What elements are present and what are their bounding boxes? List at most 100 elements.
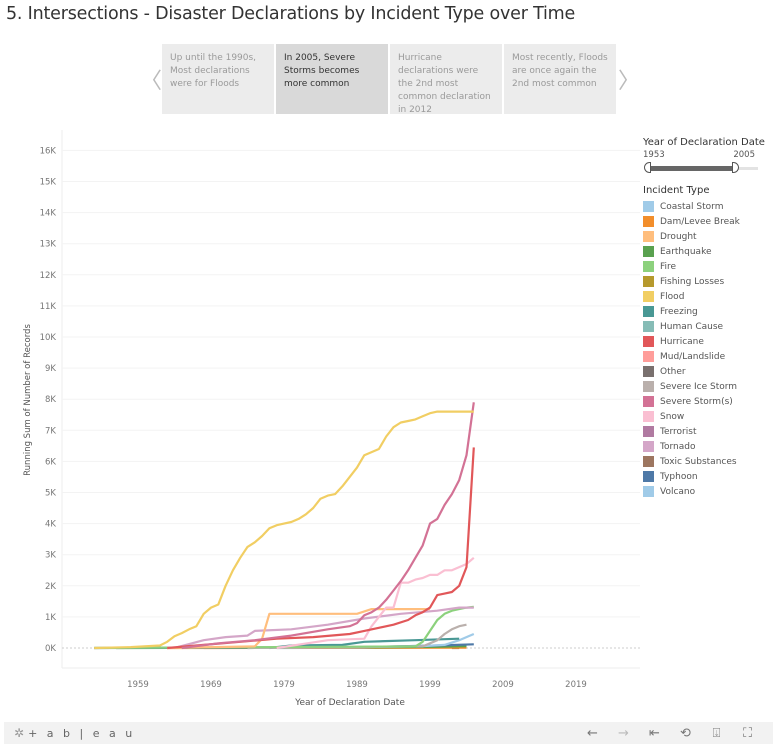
series-line-drought[interactable]: [167, 608, 430, 650]
legend-label: Severe Ice Storm: [660, 381, 738, 392]
legend-swatch: [643, 441, 654, 452]
x-tick-label: 2009: [492, 680, 514, 690]
tableau-wordmark: + a b | e a u: [28, 726, 136, 740]
y-tick-label: 7K: [45, 426, 56, 436]
legend-label: Hurricane: [660, 336, 704, 347]
chevron-right-icon: 〉: [618, 69, 641, 94]
series-line-severe-storm-s-[interactable]: [181, 402, 475, 650]
legend-item[interactable]: Toxic Substances: [643, 454, 777, 469]
story-next-button[interactable]: 〉: [618, 44, 640, 114]
gridlines: [61, 130, 640, 669]
legend-item[interactable]: Hurricane: [643, 334, 777, 349]
legend-swatch: [643, 366, 654, 377]
legend-item[interactable]: Snow: [643, 409, 777, 424]
legend-item[interactable]: Earthquake: [643, 244, 777, 259]
legend-swatch: [643, 321, 654, 332]
series-line-hurricane[interactable]: [167, 447, 475, 650]
story-point-1[interactable]: Up until the 1990s, Most declarations we…: [162, 44, 274, 114]
line-chart: 0K 1K 2K 3K 4K 5K 6K 7K 8K 9K 10K 11K 12K 13K 14K 15K 16…: [23, 130, 640, 708]
legend-item[interactable]: Fishing Losses: [643, 274, 777, 289]
viz-toolbar: ← → ⇤ ⟲ ⍗ ⛶: [577, 726, 763, 741]
legend-item[interactable]: Fire: [643, 259, 777, 274]
y-tick-label: 5K: [45, 489, 56, 499]
legend-label: Tornado: [660, 441, 696, 452]
legend-item[interactable]: Mud/Landslide: [643, 349, 777, 364]
legend-swatch: [643, 291, 654, 302]
x-axis-label: Year of Declaration Date: [294, 698, 405, 708]
legend-item[interactable]: Severe Storm(s): [643, 394, 777, 409]
series-line-severe-ice-storm[interactable]: [247, 623, 467, 650]
x-tick-label: 1959: [127, 680, 149, 690]
share-button[interactable]: ⟲: [670, 726, 701, 741]
download-icon: ⍗: [712, 725, 721, 741]
tableau-footer: ✲ + a b | e a u ← → ⇤ ⟲ ⍗ ⛶: [4, 722, 773, 744]
slider-handle-min[interactable]: [644, 162, 651, 173]
legend-item[interactable]: Tornado: [643, 439, 777, 454]
legend-label: Typhoon: [660, 471, 698, 482]
tableau-logo[interactable]: ✲ + a b | e a u: [14, 726, 135, 740]
legend-label: Coastal Storm: [660, 201, 724, 212]
x-tick-label: 1979: [273, 680, 295, 690]
download-button[interactable]: ⍗: [701, 726, 732, 741]
series-line-snow[interactable]: [276, 556, 475, 650]
legend-item[interactable]: Other: [643, 364, 777, 379]
x-tick-label: 2019: [565, 680, 587, 690]
legend-label: Earthquake: [660, 246, 712, 257]
year-range-slider[interactable]: [643, 161, 758, 175]
legend-label: Drought: [660, 231, 697, 242]
fullscreen-button[interactable]: ⛶: [732, 726, 763, 741]
redo-button[interactable]: →: [608, 726, 639, 741]
y-tick-label: 9K: [45, 364, 56, 374]
y-tick-label: 3K: [45, 551, 56, 561]
series-line-flood[interactable]: [94, 410, 474, 650]
y-tick-label: 10K: [40, 333, 57, 343]
legend-label: Freezing: [660, 306, 698, 317]
legend-swatch: [643, 381, 654, 392]
year-filter-min: 1953: [643, 150, 665, 160]
year-filter-max: 2005: [733, 150, 755, 160]
legend-label: Dam/Levee Break: [660, 216, 740, 227]
legend-swatch: [643, 456, 654, 467]
chevron-left-icon: 〈: [140, 69, 163, 94]
x-axis-ticks: 1959 1969 1979 1989 1999 2009 2019: [127, 680, 587, 690]
series-line-tornado[interactable]: [174, 606, 474, 650]
y-tick-label: 11K: [40, 302, 57, 312]
story-point-3[interactable]: Hurricane declarations were the 2nd most…: [390, 44, 502, 115]
y-tick-label: 14K: [40, 209, 57, 219]
legend-item[interactable]: Volcano: [643, 484, 777, 499]
y-tick-label: 6K: [45, 457, 56, 467]
x-tick-label: 1969: [200, 680, 222, 690]
legend-swatch: [643, 261, 654, 272]
story-point-4[interactable]: Most recently, Floods are once again the…: [504, 44, 616, 114]
legend-item[interactable]: Human Cause: [643, 319, 777, 334]
legend-label: Toxic Substances: [660, 456, 737, 467]
legend-swatch: [643, 306, 654, 317]
slider-handle-max[interactable]: [732, 162, 739, 173]
x-tick-label: 1999: [419, 680, 441, 690]
story-prev-button[interactable]: 〈: [140, 44, 162, 114]
legend-item[interactable]: Severe Ice Storm: [643, 379, 777, 394]
incident-type-legend-title: Incident Type: [643, 185, 710, 196]
legend-swatch: [643, 351, 654, 362]
fullscreen-icon: ⛶: [742, 725, 753, 741]
story-point-2[interactable]: In 2005, Severe Storms becomes more comm…: [276, 44, 388, 114]
legend-label: Flood: [660, 291, 685, 302]
legend-item[interactable]: Coastal Storm: [643, 199, 777, 214]
legend-item[interactable]: Typhoon: [643, 469, 777, 484]
slider-fill: [646, 166, 738, 171]
revert-button[interactable]: ⇤: [639, 726, 670, 741]
legend-swatch: [643, 231, 654, 242]
legend-item[interactable]: Flood: [643, 289, 777, 304]
legend-item[interactable]: Dam/Levee Break: [643, 214, 777, 229]
story-navigator: 〈 Up until the 1990s, Most declarations …: [140, 44, 640, 115]
redo-icon: →: [618, 725, 629, 741]
y-tick-label: 4K: [45, 520, 56, 530]
legend-swatch: [643, 336, 654, 347]
legend-item[interactable]: Freezing: [643, 304, 777, 319]
undo-button[interactable]: ←: [577, 726, 608, 741]
story-point-text: Up until the 1990s, Most declarations we…: [170, 53, 257, 89]
legend-item[interactable]: Drought: [643, 229, 777, 244]
legend-item[interactable]: Terrorist: [643, 424, 777, 439]
legend-label: Terrorist: [660, 426, 697, 437]
undo-icon: ←: [587, 725, 598, 741]
